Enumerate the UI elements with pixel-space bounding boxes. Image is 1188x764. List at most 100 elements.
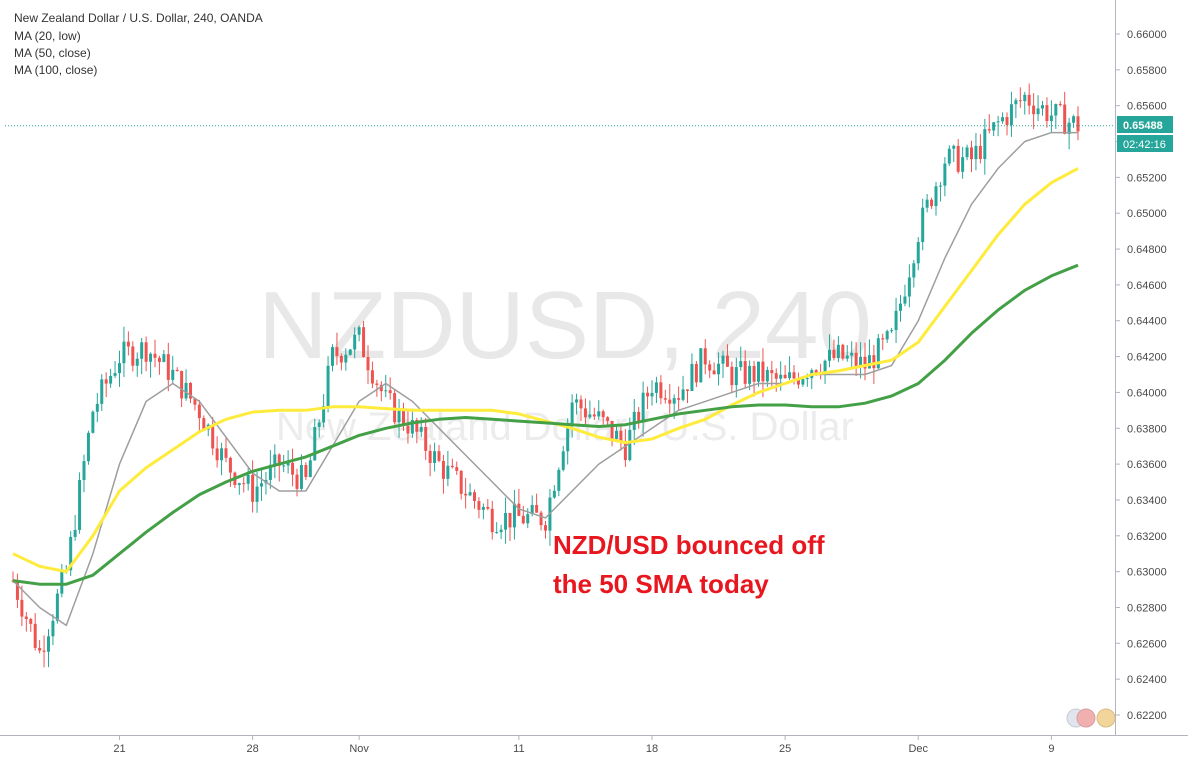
- candle-body: [224, 448, 228, 458]
- candle-body: [450, 465, 454, 468]
- candle-body: [86, 432, 90, 462]
- candle-body: [291, 462, 295, 475]
- candle-body: [996, 121, 1000, 123]
- candle-body: [424, 426, 428, 451]
- candle-body: [166, 354, 170, 380]
- candle-body: [393, 393, 397, 423]
- x-tick-label: 11: [513, 743, 524, 755]
- legend-ma50[interactable]: MA (50, close): [14, 46, 91, 60]
- x-tick-label: 25: [779, 743, 791, 755]
- candle-body: [273, 454, 277, 465]
- candle-body: [650, 392, 654, 397]
- candle-body: [597, 411, 601, 417]
- candle-body: [521, 515, 525, 524]
- candle-body: [1027, 94, 1031, 106]
- candle-body: [894, 310, 898, 331]
- candle-body: [668, 399, 672, 404]
- candle-body: [441, 460, 445, 479]
- y-tick-label: 0.64600: [1127, 280, 1167, 292]
- candle-body: [761, 361, 765, 382]
- time-axis[interactable]: 21 28 Nov 11 18 25 Dec 9: [113, 735, 1054, 755]
- candle-body: [699, 348, 703, 383]
- candle-body: [317, 422, 321, 428]
- y-tick-label: 0.63600: [1127, 459, 1167, 471]
- candle-body: [845, 355, 849, 359]
- candle-body: [943, 163, 947, 186]
- candle-body: [486, 506, 490, 509]
- candle-body: [690, 363, 694, 391]
- candle-body: [610, 420, 614, 439]
- candle-body: [69, 536, 73, 571]
- candle-body: [779, 374, 783, 379]
- y-tick-label: 0.64200: [1127, 352, 1167, 364]
- candle-body: [890, 330, 894, 332]
- candle-body: [748, 365, 752, 384]
- candle-body: [876, 338, 880, 369]
- x-tick-label: Nov: [349, 743, 369, 755]
- candle-body: [601, 411, 605, 418]
- candle-body: [646, 392, 650, 397]
- candle-body: [260, 483, 263, 487]
- candle-body: [663, 398, 667, 400]
- candle-body: [126, 341, 130, 347]
- candle-body: [885, 331, 889, 340]
- candle-body: [255, 486, 259, 502]
- candle-body: [220, 448, 224, 461]
- candle-body: [561, 451, 565, 470]
- candle-body: [854, 352, 858, 367]
- y-tick-label: 0.63800: [1127, 423, 1167, 435]
- y-tick-label: 0.66000: [1127, 29, 1167, 41]
- candle-body: [579, 399, 583, 409]
- candle-body: [637, 411, 641, 423]
- candle-body: [1054, 104, 1058, 116]
- price-axis[interactable]: 0.660000.658000.656000.654000.652000.650…: [1115, 29, 1167, 722]
- chart-title: New Zealand Dollar / U.S. Dollar, 240, O…: [14, 11, 263, 25]
- candle-body: [348, 349, 352, 355]
- candle-body: [570, 402, 574, 424]
- candle-body: [277, 454, 281, 466]
- candle-body: [512, 503, 516, 528]
- candle-body: [708, 364, 712, 371]
- x-tick-label: 21: [113, 743, 125, 755]
- candle-body: [872, 355, 876, 369]
- candle-body: [925, 199, 929, 208]
- economic-events-icon[interactable]: [1066, 708, 1116, 728]
- candle-body: [899, 303, 902, 311]
- candle-body: [144, 342, 148, 362]
- candle-body: [757, 361, 760, 382]
- candle-body: [526, 514, 530, 524]
- candle-body: [29, 618, 33, 624]
- candle-body: [490, 508, 494, 533]
- candle-body: [788, 372, 792, 379]
- candle-body: [703, 348, 707, 365]
- candle-body: [326, 365, 330, 407]
- candle-body: [619, 430, 623, 442]
- ma20-line: [12, 131, 1078, 627]
- candle-body: [468, 492, 472, 496]
- ma50-line: [12, 167, 1079, 574]
- candle-body: [725, 355, 729, 367]
- candle-body: [242, 483, 246, 485]
- y-tick-label: 0.63400: [1127, 495, 1167, 507]
- last-price-tag-bg: [1117, 116, 1173, 133]
- last-price-value: 0.65488: [1123, 120, 1163, 132]
- candle-body: [921, 207, 925, 243]
- candle-body: [109, 375, 113, 384]
- candle-body: [859, 356, 863, 367]
- candle-body: [592, 414, 596, 417]
- last-price-tag: 0.65488 02:42:16: [1117, 116, 1173, 152]
- candle-body: [149, 353, 153, 362]
- candle-body: [357, 327, 361, 335]
- candle-body: [322, 406, 326, 423]
- candle-body: [384, 390, 388, 392]
- candle-body: [934, 186, 938, 207]
- candle-body: [308, 460, 312, 477]
- candle-body: [508, 512, 512, 528]
- legend-ma20[interactable]: MA (20, low): [14, 29, 81, 43]
- legend-ma100[interactable]: MA (100, close): [14, 63, 97, 77]
- y-tick-label: 0.62800: [1127, 602, 1167, 614]
- candle-body: [38, 647, 42, 651]
- candle-body: [295, 474, 299, 489]
- candle-body: [575, 399, 579, 403]
